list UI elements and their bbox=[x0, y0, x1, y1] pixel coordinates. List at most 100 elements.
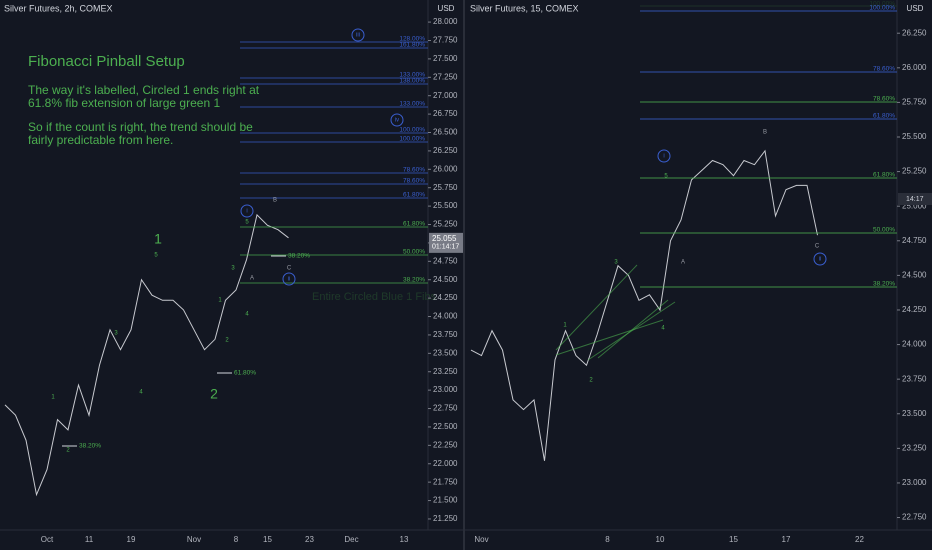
y-tick-label: 23.500 bbox=[433, 348, 458, 357]
fib-label: 161.80% bbox=[399, 42, 425, 49]
wave-label: i bbox=[246, 209, 247, 215]
last-price: 25.055 bbox=[432, 234, 457, 243]
wave-label: 3 bbox=[231, 266, 235, 272]
wave-circle bbox=[240, 204, 254, 218]
y-tick-label: 26.000 bbox=[902, 63, 927, 72]
y-tick-label: 26.000 bbox=[433, 164, 458, 173]
fib-label: 78.60% bbox=[873, 66, 895, 73]
y-tick-label: 26.500 bbox=[433, 128, 458, 137]
x-tick-label: 10 bbox=[656, 535, 665, 544]
y-tick-label: 27.500 bbox=[433, 54, 458, 63]
chart-title: Silver Futures, 2h, COMEX bbox=[4, 3, 113, 13]
fib-label: 128.00% bbox=[399, 36, 425, 43]
y-tick-label: 22.500 bbox=[433, 422, 458, 431]
price-box bbox=[898, 193, 932, 205]
heading: Fibonacci Pinball Setup bbox=[28, 53, 185, 70]
wave-label: A bbox=[250, 276, 254, 282]
wave-label: C bbox=[815, 244, 820, 250]
y-tick-label: 23.750 bbox=[433, 330, 458, 339]
y-tick-label: 24.500 bbox=[902, 270, 927, 279]
wave-label: ii bbox=[819, 257, 822, 263]
fib-label: 38.20% bbox=[873, 281, 895, 288]
wave-label: 3 bbox=[114, 331, 118, 337]
price-box bbox=[429, 232, 463, 253]
y-tick-label: 21.250 bbox=[433, 514, 458, 523]
y-tick-label: 27.750 bbox=[433, 36, 458, 45]
fib-label: 61.80% bbox=[873, 113, 895, 120]
note: The way it's labelled, Circled 1 ends ri… bbox=[28, 83, 260, 97]
fib-label: 133.00% bbox=[399, 101, 425, 108]
chart-title: Silver Futures, 15, COMEX bbox=[470, 3, 579, 13]
note: fairly predictable from here. bbox=[28, 133, 173, 147]
fib-label: 78.60% bbox=[873, 96, 895, 103]
wave-label: iii bbox=[356, 33, 360, 39]
fib-label: 50.00% bbox=[873, 227, 895, 234]
fib-label: 61.80% bbox=[403, 221, 425, 228]
wave-label: iv bbox=[395, 118, 399, 124]
fib-label: 61.80% bbox=[873, 172, 895, 179]
wave-label: 1 bbox=[51, 395, 55, 401]
y-tick-label: 23.500 bbox=[902, 409, 927, 418]
wave-label: 1 bbox=[563, 323, 567, 329]
x-tick-label: Dec bbox=[344, 535, 358, 544]
y-tick-label: 26.250 bbox=[902, 28, 927, 37]
x-tick-label: 15 bbox=[729, 535, 738, 544]
wave-label: 2 bbox=[66, 448, 70, 454]
fib-label: 61.80% bbox=[234, 370, 256, 377]
fib-label: 38.20% bbox=[403, 277, 425, 284]
wave-circle bbox=[390, 113, 404, 127]
y-tick-label: 25.000 bbox=[902, 201, 927, 210]
x-tick-label: Nov bbox=[474, 535, 488, 544]
y-tick-label: 24.250 bbox=[433, 293, 458, 302]
x-tick-label: 13 bbox=[400, 535, 409, 544]
wave-label: 5 bbox=[245, 220, 249, 226]
y-tick-label: 24.750 bbox=[902, 236, 927, 245]
note: 61.8% fib extension of large green 1 bbox=[28, 96, 220, 110]
y-tick-label: 24.750 bbox=[433, 256, 458, 265]
y-tick-label: 23.250 bbox=[433, 367, 458, 376]
y-tick-label: 23.750 bbox=[902, 374, 927, 383]
trend-line bbox=[555, 319, 664, 356]
y-tick-label: 23.000 bbox=[433, 385, 458, 394]
wave-label: ii bbox=[288, 277, 291, 283]
y-tick-label: 23.250 bbox=[902, 443, 927, 452]
fib-label: 78.60% bbox=[403, 167, 425, 174]
y-tick-label: 25.250 bbox=[433, 220, 458, 229]
wave-label: i bbox=[663, 154, 664, 160]
wave-label: 1 bbox=[154, 231, 162, 247]
y-tick-label: 24.000 bbox=[902, 340, 927, 349]
wave-label: 4 bbox=[661, 326, 665, 332]
wave-label: 2 bbox=[589, 378, 593, 384]
y-tick-label: 25.750 bbox=[902, 98, 927, 107]
wave-circle bbox=[813, 252, 827, 266]
price-line bbox=[4, 213, 289, 497]
x-tick-label: 23 bbox=[305, 535, 314, 544]
y-tick-label: 22.000 bbox=[433, 459, 458, 468]
fib-label: 138.00% bbox=[399, 78, 425, 85]
wave-label: B bbox=[763, 130, 767, 136]
fib-caption: Entire Circled Blue 1 Fibs bbox=[312, 291, 437, 303]
y-tick-label: 21.750 bbox=[433, 477, 458, 486]
wave-circle bbox=[282, 272, 296, 286]
unit-label: USD bbox=[438, 4, 455, 13]
wave-label: 5 bbox=[154, 253, 158, 259]
x-tick-label: 11 bbox=[85, 535, 94, 544]
y-tick-label: 22.250 bbox=[433, 440, 458, 449]
countdown: 01:14:17 bbox=[432, 244, 459, 251]
wave-label: 2 bbox=[210, 386, 218, 402]
y-tick-label: 25.500 bbox=[433, 201, 458, 210]
y-tick-label: 23.000 bbox=[902, 478, 927, 487]
y-tick-label: 26.750 bbox=[433, 109, 458, 118]
y-tick-label: 28.000 bbox=[433, 17, 458, 26]
fib-label: 100.00% bbox=[869, 5, 895, 12]
y-tick-label: 26.250 bbox=[433, 146, 458, 155]
fib-label: 61.80% bbox=[403, 192, 425, 199]
y-tick-label: 24.000 bbox=[433, 312, 458, 321]
unit-label: USD bbox=[907, 4, 924, 13]
x-tick-label: 17 bbox=[782, 535, 791, 544]
x-tick-label: 8 bbox=[605, 535, 610, 544]
y-tick-label: 27.250 bbox=[433, 72, 458, 81]
y-tick-label: 25.750 bbox=[433, 183, 458, 192]
wave-circle bbox=[657, 149, 671, 163]
y-tick-label: 24.500 bbox=[433, 275, 458, 284]
